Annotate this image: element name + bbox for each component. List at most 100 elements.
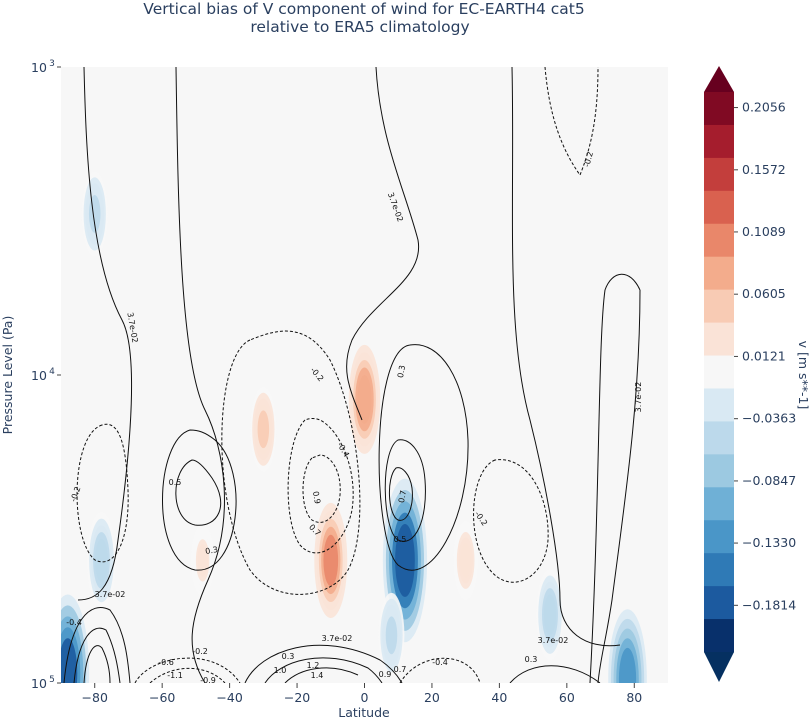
bias-blob-5-level-5 <box>357 375 372 424</box>
colorbar: 0.2056 0.1572 0.1089 0.0605 0.0121 −0.0363 −0.… <box>704 66 796 682</box>
contour-label-16: 3.7e-02 <box>95 590 126 599</box>
contour-label-29: 0.3 <box>525 655 538 664</box>
y-tick-label-1: 10 <box>31 60 47 75</box>
colorbar-band-5 <box>704 223 734 258</box>
colorbar-band-14 <box>704 520 734 554</box>
contour-37e-02-c <box>346 67 420 421</box>
contour-label-21: 1.2 <box>307 661 320 670</box>
bias-blob-8-level-5 <box>460 542 472 578</box>
contour-03-right <box>378 344 469 571</box>
contour-surface-pos <box>244 644 403 683</box>
contour-surface-left-1 <box>63 607 131 683</box>
contour-surface-pos-3 <box>284 667 359 683</box>
contour-label-28: 3.7e-02 <box>538 636 569 645</box>
bias-blob-9-level-5 <box>543 594 557 635</box>
bias-blob-3-level-5 <box>257 410 270 449</box>
x-axis-label: Latitude <box>338 705 390 720</box>
contour-label-31: 0.9 <box>379 670 392 679</box>
colorbar-tick-label-5: 0.0121 <box>742 348 786 363</box>
contour-label-26: -0.2 <box>192 647 208 656</box>
contour-37e-02-a <box>77 67 133 601</box>
colorbar-tick-label-2: 0.1572 <box>742 162 786 177</box>
contour-label-22: 1.4 <box>311 671 324 680</box>
colorbar-band-4 <box>704 190 734 225</box>
colorbar-band-6 <box>704 256 734 291</box>
colorbar-top-arrow <box>704 66 734 92</box>
contour-label-15: -0.2 <box>582 151 595 168</box>
colorbar-band-15 <box>704 553 734 587</box>
y-axis-label: Pressure Level (Pa) <box>0 316 15 435</box>
contour-label-23: -0.6 <box>158 658 174 667</box>
colorbar-tick-label-4: 0.0605 <box>742 286 786 301</box>
x-tick-label-4: −20 <box>284 690 310 705</box>
x-tick-label-2: −60 <box>149 690 175 705</box>
bias-blob-2-level-5 <box>197 544 208 577</box>
contour-surface-right <box>509 665 601 683</box>
bias-blob-1-level-5 <box>95 538 108 583</box>
contour-label-27: -0.4 <box>432 658 448 667</box>
colorbar-band-11 <box>704 421 734 455</box>
y-tick-label-3: 10 <box>31 676 47 691</box>
contour-07-right <box>389 467 413 521</box>
bias-blob-12-level-5 <box>61 638 78 683</box>
contour-surface-neg-3 <box>399 657 481 683</box>
bias-field <box>61 171 647 683</box>
colorbar-band-9 <box>704 355 734 389</box>
x-tick-label-5: 0 <box>361 690 369 705</box>
contour-label-17: -0.4 <box>66 618 82 627</box>
chart-title-line-1: Vertical bias of V component of wind for… <box>143 0 584 18</box>
colorbar-band-7 <box>704 289 734 324</box>
x-tick-label-6: 20 <box>424 690 440 705</box>
colorbar-band-13 <box>704 487 734 521</box>
x-tick-label-3: −40 <box>216 690 242 705</box>
contour-label-18: 3.7e-02 <box>322 634 353 643</box>
colorbar-band-8 <box>704 322 734 357</box>
x-tick-label-8: 60 <box>559 690 575 705</box>
contour-05-right <box>384 439 426 542</box>
contour-surface-pos-2 <box>264 657 383 683</box>
colorbar-band-10 <box>704 388 734 422</box>
colorbar-tick-label-1: 0.2056 <box>742 100 786 115</box>
bias-blob-11-level-5 <box>618 647 637 683</box>
colorbar-tick-label-9: −0.1814 <box>742 597 796 612</box>
plot-area: 3.7e-02-0.20.30.50.70.9-0.2-0.40.30.70.5… <box>61 67 668 685</box>
contour-label-14: 3.7e-02 <box>634 382 643 413</box>
contour-label-24: -0.9 <box>200 676 216 685</box>
contour-surface-left-3 <box>83 645 111 683</box>
contour-neg02-left <box>76 423 129 563</box>
contour-label-25: -1.1 <box>167 671 183 680</box>
chart-title-line-2: relative to ERA5 climatology <box>250 18 469 36</box>
contour-neg02-mid <box>221 330 361 595</box>
y-tick-exponent-3: 5 <box>49 675 55 685</box>
contour-37e-02-b <box>175 67 225 683</box>
bias-blob-4-level-5 <box>323 534 339 587</box>
y-tick-label-2: 10 <box>31 368 47 383</box>
contour-label-4: 0.5 <box>169 478 182 487</box>
colorbar-band-3 <box>704 157 734 192</box>
contour-surface-left-2 <box>73 627 121 683</box>
colorbar-band-2 <box>704 124 734 159</box>
colorbar-bottom-arrow <box>704 652 734 682</box>
bias-blob-7-level-5 <box>385 616 398 655</box>
contour-label-20: 1.0 <box>274 666 287 675</box>
contour-label-10: 0.7 <box>397 490 408 504</box>
colorbar-tick-label-7: −0.0847 <box>742 473 796 488</box>
x-tick-label-1: −80 <box>82 690 108 705</box>
contour-neg07-mid <box>302 454 341 523</box>
contour-05-left <box>175 459 222 526</box>
contour-neg04-mid <box>287 418 354 554</box>
contour-03-left <box>162 429 237 571</box>
x-tick-label-7: 40 <box>491 690 507 705</box>
colorbar-tick-label-8: −0.1330 <box>742 535 796 550</box>
bias-blob-6-level-5 <box>395 523 415 597</box>
contour-label-19: 0.3 <box>282 652 295 661</box>
contour-neg02-right <box>473 459 549 583</box>
contour-37e-02-d <box>511 67 621 647</box>
colorbar-band-17 <box>704 619 734 653</box>
x-axis: −80 −60 −40 −20 0 20 40 60 80 <box>82 683 642 705</box>
contour-lines <box>63 67 641 683</box>
contour-label-30: 0.7 <box>394 665 407 674</box>
colorbar-tick-label-3: 0.1089 <box>742 224 786 239</box>
